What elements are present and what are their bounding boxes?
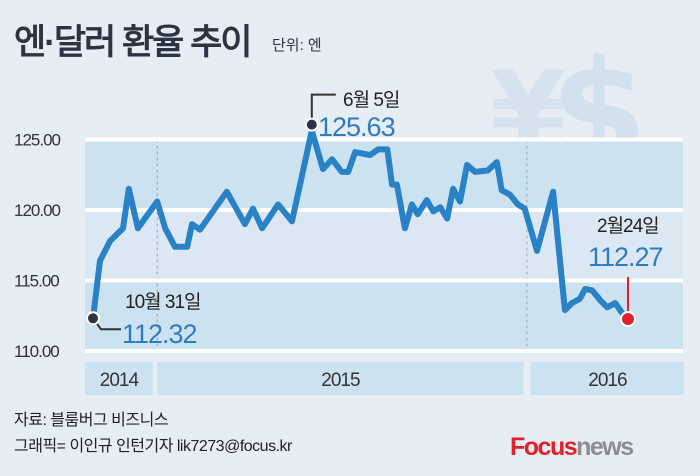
unit-label: 단위: 엔 — [272, 37, 322, 54]
year-band — [84, 362, 153, 395]
y-tick-label: 115.00 — [14, 272, 59, 291]
source-text: 자료: 블룸버그 비즈니스 — [14, 412, 169, 429]
logo-news: news — [576, 433, 634, 461]
end-value-label: 112.27 — [588, 242, 663, 272]
y-tick-label: 120.00 — [14, 201, 61, 220]
peak-date-label: 6월 5일 — [343, 89, 399, 111]
logo-focus: Focus — [510, 433, 578, 461]
chart-title: 엔·달러 환율 추이 — [14, 23, 253, 62]
peak-value-label: 125.63 — [318, 112, 395, 142]
peak-connector — [310, 93, 336, 125]
exchange-rate-line — [90, 127, 631, 322]
end-marker — [620, 310, 636, 327]
year-band — [157, 362, 524, 395]
year-label: 2016 — [588, 370, 627, 391]
year-label: 2014 — [100, 370, 140, 391]
end-date-label: 2월24일 — [597, 215, 659, 237]
start-date-label: 10월 31일 — [125, 291, 201, 313]
start-value-label: 112.32 — [122, 319, 197, 349]
peak-marker — [304, 117, 319, 132]
credit-text: 그래픽= 이인규 인턴기자 lik7273@focus.kr — [14, 438, 292, 455]
start-marker — [86, 311, 100, 326]
focusnews-logo: Focusnews — [510, 433, 634, 462]
y-tick-label: 125.00 — [14, 131, 61, 150]
year-band — [530, 362, 685, 395]
y-tick-label: 110.00 — [14, 342, 59, 361]
year-label: 2015 — [321, 370, 360, 391]
